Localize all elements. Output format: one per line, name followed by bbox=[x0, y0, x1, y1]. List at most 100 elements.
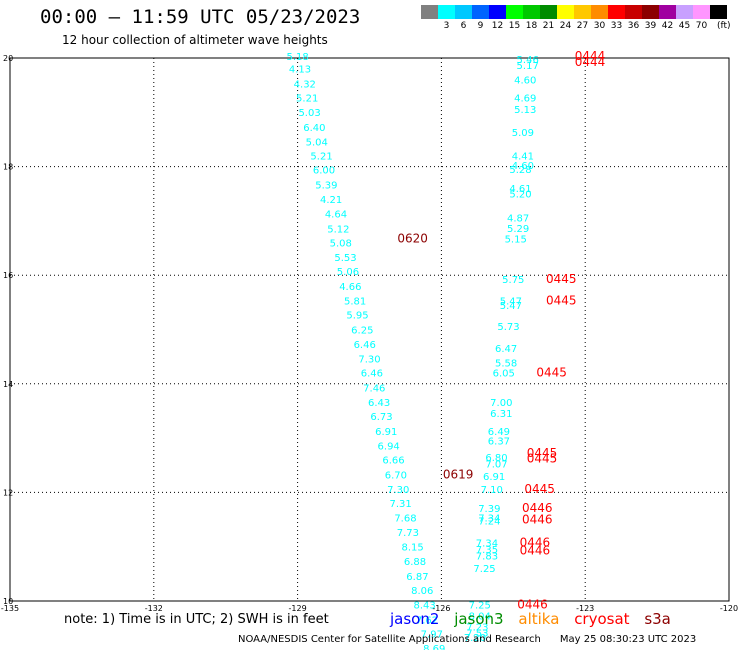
time-label: 0444 bbox=[575, 49, 606, 63]
legend-label: 27 bbox=[576, 21, 589, 31]
data-point: 6.87 bbox=[406, 572, 428, 583]
data-point: 5.20 bbox=[509, 190, 531, 201]
legend-swatch bbox=[574, 5, 591, 19]
data-point: 4.69 bbox=[514, 93, 536, 104]
data-point: 5.03 bbox=[298, 108, 320, 119]
y-tick-label: 14 bbox=[3, 380, 13, 389]
legend-label: 70 bbox=[695, 21, 708, 31]
data-point: 5.47 bbox=[500, 301, 522, 312]
legend-label: 36 bbox=[627, 21, 640, 31]
legend-swatch bbox=[489, 5, 506, 19]
data-point: 5.53 bbox=[334, 253, 356, 264]
x-tick-label: -123 bbox=[576, 604, 594, 613]
data-point: 6.43 bbox=[368, 398, 390, 409]
data-point: 7.24 bbox=[478, 516, 500, 527]
legend-swatch bbox=[506, 5, 523, 19]
time-label: 0445 bbox=[546, 294, 577, 308]
data-point: 7.25 bbox=[473, 564, 495, 575]
legend-label: 21 bbox=[542, 21, 555, 31]
legend-swatch bbox=[642, 5, 659, 19]
data-point: 6.47 bbox=[495, 344, 517, 355]
time-label: 0446 bbox=[522, 512, 553, 526]
data-point: 6.70 bbox=[385, 470, 407, 481]
data-point: 7.31 bbox=[390, 499, 412, 510]
data-point: 5.95 bbox=[346, 311, 368, 322]
legend-label: 6 bbox=[460, 21, 467, 31]
legend-label: 39 bbox=[644, 21, 657, 31]
data-point: 7.34 bbox=[478, 514, 500, 525]
legend-swatch bbox=[523, 5, 540, 19]
page-title: 00:00 – 11:59 UTC 05/23/2023 bbox=[40, 6, 361, 28]
time-label: 0446 bbox=[520, 536, 551, 550]
data-point: 6.66 bbox=[382, 456, 404, 467]
y-tick-label: 10 bbox=[3, 597, 13, 606]
x-tick-label: -126 bbox=[432, 604, 450, 613]
time-label: 0445 bbox=[536, 366, 567, 380]
plot-frame bbox=[9, 57, 730, 602]
x-tick-label: -135 bbox=[1, 604, 19, 613]
data-point: 5.28 bbox=[509, 165, 531, 176]
data-point: 4.41 bbox=[512, 152, 534, 163]
data-point: 5.08 bbox=[330, 238, 352, 249]
data-point: 8.04 bbox=[469, 611, 491, 622]
data-point: 6.37 bbox=[488, 437, 510, 448]
time-label: 0446 bbox=[522, 501, 553, 515]
data-point: 5.09 bbox=[512, 128, 534, 139]
legend-swatch bbox=[591, 5, 608, 19]
data-point: 7.35 bbox=[476, 545, 498, 556]
data-point: 5.39 bbox=[315, 180, 337, 191]
data-point: 6.05 bbox=[493, 369, 515, 380]
data-point: 6.46 bbox=[354, 340, 376, 351]
data-point: 6.00 bbox=[313, 166, 335, 177]
data-point: 7.39 bbox=[478, 504, 500, 515]
legend-swatch bbox=[625, 5, 642, 19]
data-point: 5.04 bbox=[306, 137, 328, 148]
data-point: 7.97 bbox=[421, 629, 443, 640]
time-label: 0445 bbox=[527, 452, 558, 466]
footer-note: note: 1) Time is in UTC; 2) SWH is in fe… bbox=[64, 612, 329, 627]
data-point: 6.31 bbox=[490, 409, 512, 420]
data-point: 4.61 bbox=[509, 184, 531, 195]
data-point: 5.18 bbox=[286, 52, 308, 63]
legend-label: 18 bbox=[525, 21, 538, 31]
legend-swatch bbox=[676, 5, 693, 19]
data-point: 5.13 bbox=[514, 105, 536, 116]
mission-altika: altika bbox=[518, 610, 560, 628]
data-point: 7.25 bbox=[469, 601, 491, 612]
data-point: 4.64 bbox=[325, 210, 347, 221]
data-point: 7.30 bbox=[387, 485, 409, 496]
y-tick-label: 12 bbox=[3, 488, 13, 497]
data-point: 7.73 bbox=[397, 528, 419, 539]
data-point: 5.75 bbox=[502, 275, 524, 286]
data-point: 6.91 bbox=[483, 472, 505, 483]
legend-swatch bbox=[455, 5, 472, 19]
legend-label: 3 bbox=[443, 21, 450, 31]
mission-jason2: jason2 bbox=[390, 610, 440, 628]
data-point: 4.13 bbox=[289, 65, 311, 76]
data-point: 6.94 bbox=[378, 442, 400, 453]
data-point: 5.17 bbox=[517, 61, 539, 72]
data-point: 7.23 bbox=[466, 622, 488, 633]
color-legend: (ft) 3 6 9 12 15 18 21 24 27 30 33 36 39 42 45 70 bbox=[421, 5, 731, 33]
data-point: 7.62 bbox=[416, 615, 438, 626]
data-point: 7.30 bbox=[358, 355, 380, 366]
data-point: 4.32 bbox=[294, 79, 316, 90]
data-point: 4.60 bbox=[512, 161, 534, 172]
data-point: 5.12 bbox=[327, 224, 349, 235]
data-point: 7.46 bbox=[363, 383, 385, 394]
legend-swatches bbox=[421, 5, 727, 19]
data-point: 7.20 bbox=[464, 633, 486, 644]
data-point: 4.60 bbox=[514, 76, 536, 87]
data-point: 7.10 bbox=[481, 485, 503, 496]
legend-label: 9 bbox=[477, 21, 484, 31]
y-tick-label: 18 bbox=[3, 163, 13, 172]
x-tick-label: -120 bbox=[720, 604, 738, 613]
data-point: 5.47 bbox=[500, 297, 522, 308]
mission-s3a: s3a bbox=[644, 610, 671, 628]
data-point: 6.40 bbox=[303, 123, 325, 134]
legend-swatch bbox=[659, 5, 676, 19]
x-tick-label: -132 bbox=[145, 604, 163, 613]
legend-label: 24 bbox=[559, 21, 572, 31]
time-label: 0445 bbox=[527, 446, 558, 460]
